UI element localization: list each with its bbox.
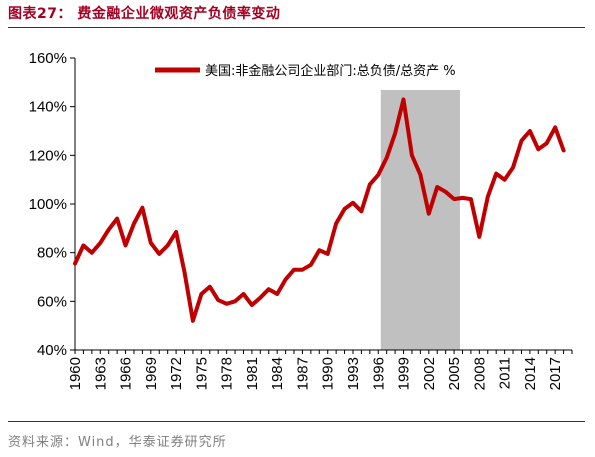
x-tick-label: 2005 bbox=[446, 357, 463, 390]
x-tick-label: 1978 bbox=[219, 357, 236, 390]
highlight-band-layer bbox=[380, 90, 460, 350]
source-divider bbox=[8, 421, 585, 422]
legend: 美国:非金融公司企业部门:总负债/总资产 % bbox=[155, 63, 456, 79]
x-tick-label: 2002 bbox=[421, 357, 438, 390]
x-tick-label: 1987 bbox=[294, 357, 311, 390]
chart-title: 图表27： 费金融企业微观资产负债率变动 bbox=[8, 6, 281, 22]
x-tick-label: 1969 bbox=[143, 357, 160, 390]
y-tick-label: 100% bbox=[29, 196, 67, 213]
y-tick-label: 140% bbox=[29, 99, 67, 116]
y-tick-label: 40% bbox=[37, 342, 67, 359]
x-tick-label: 1981 bbox=[244, 357, 261, 390]
x-tick-layer: 1960 1963 1966 1969 1972 1975 1978 1981 1984 1987… bbox=[67, 350, 573, 390]
x-tick-label: 1963 bbox=[92, 357, 109, 390]
series-line bbox=[73, 97, 566, 323]
axes-layer bbox=[74, 58, 572, 351]
x-tick-label: 1996 bbox=[370, 357, 387, 390]
x-tick-label: 1960 bbox=[67, 357, 84, 390]
x-tick-label: 1966 bbox=[118, 357, 135, 390]
highlight-band bbox=[380, 90, 460, 350]
series-layer bbox=[73, 97, 566, 323]
x-tick-label: 1984 bbox=[269, 357, 286, 390]
y-tick-layer: 40% 60% 80% 100% 120% 140% 160% bbox=[29, 50, 75, 359]
y-tick-label: 60% bbox=[37, 293, 67, 310]
x-tick-label: 2014 bbox=[522, 357, 539, 390]
x-tick-label: 2011 bbox=[497, 357, 514, 389]
x-tick-label: 1972 bbox=[168, 357, 185, 390]
legend-label: 美国:非金融公司企业部门:总负债/总资产 % bbox=[205, 63, 456, 79]
x-tick-label: 2017 bbox=[547, 357, 564, 390]
y-tick-label: 80% bbox=[37, 245, 67, 262]
title-divider bbox=[8, 27, 585, 28]
x-tick-label: 1993 bbox=[345, 357, 362, 390]
x-tick-label: 1990 bbox=[320, 357, 337, 390]
y-tick-label: 160% bbox=[29, 50, 67, 67]
x-tick-label: 1975 bbox=[193, 357, 210, 390]
x-tick-label: 1999 bbox=[396, 357, 413, 390]
source-note: 资料来源：Wind，华泰证券研究所 bbox=[8, 435, 227, 450]
x-tick-label: 2008 bbox=[471, 357, 488, 390]
y-tick-label: 120% bbox=[29, 147, 67, 164]
